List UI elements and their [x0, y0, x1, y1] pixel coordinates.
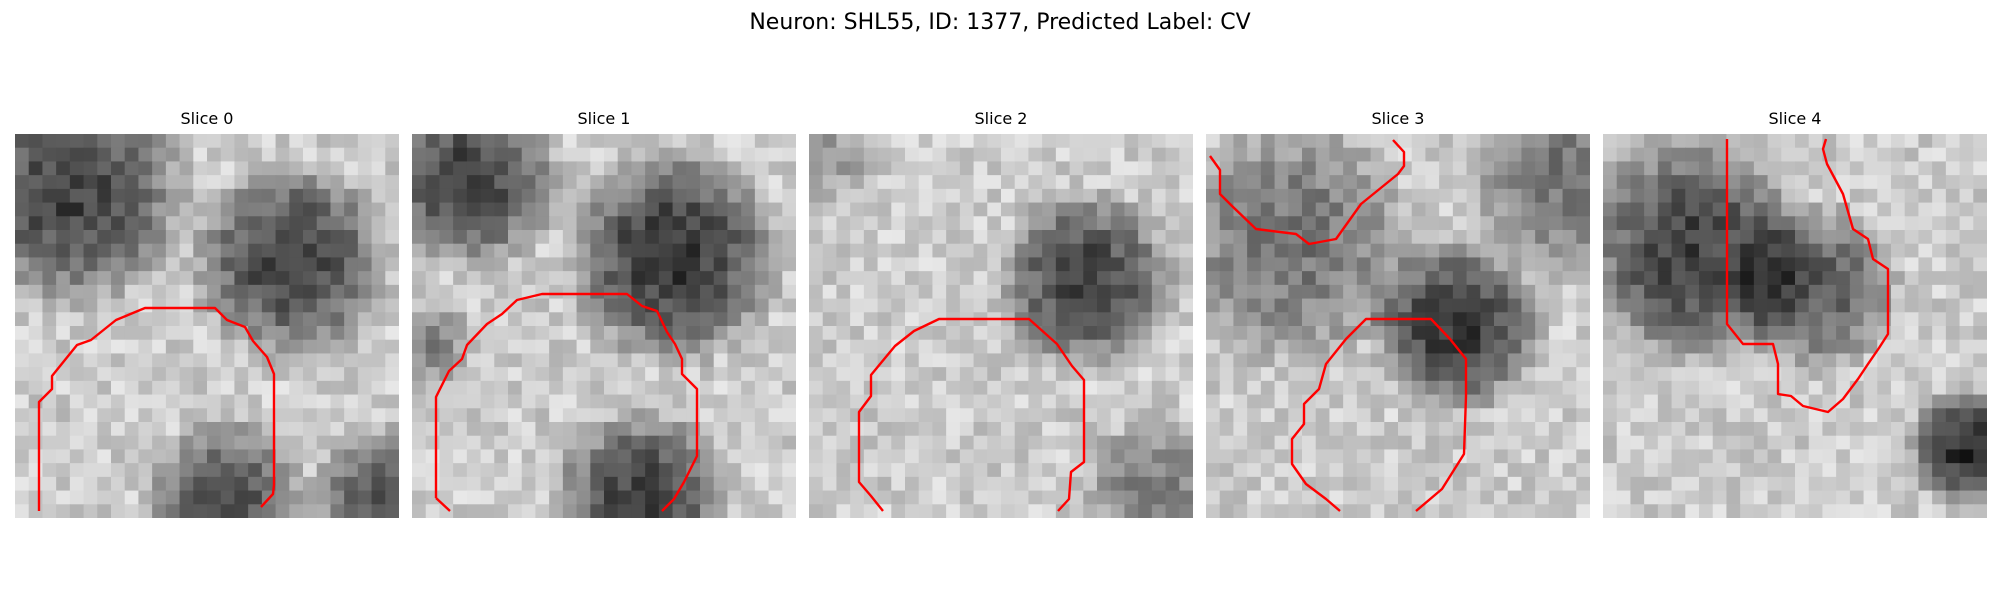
grayscale-texture — [809, 134, 1193, 518]
neuron-contour-lower — [1290, 317, 1468, 512]
slice-image-3 — [1206, 134, 1590, 518]
slice-title-2: Slice 2 — [974, 109, 1028, 128]
slice-image-4 — [1603, 134, 1987, 518]
grayscale-texture — [1206, 134, 1590, 518]
slice-image-0 — [15, 134, 399, 518]
slice-title-0: Slice 0 — [180, 109, 234, 128]
neuron-contour — [857, 317, 1086, 512]
neuron-contour — [1725, 138, 1890, 414]
slice-image-2 — [809, 134, 1193, 518]
neuron-contour — [434, 292, 699, 512]
neuron-contour-tail — [435, 497, 451, 512]
grayscale-texture — [1603, 134, 1987, 518]
slice-image-1 — [412, 134, 796, 518]
grayscale-texture — [412, 134, 796, 518]
figure-title: Neuron: SHL55, ID: 1377, Predicted Label… — [749, 10, 1251, 35]
slice-title-4: Slice 4 — [1768, 109, 1822, 128]
neuron-contour-upper — [1209, 139, 1406, 246]
slice-title-3: Slice 3 — [1371, 109, 1425, 128]
grayscale-texture — [15, 134, 399, 518]
slice-title-1: Slice 1 — [577, 109, 631, 128]
neuron-contour — [37, 306, 276, 511]
